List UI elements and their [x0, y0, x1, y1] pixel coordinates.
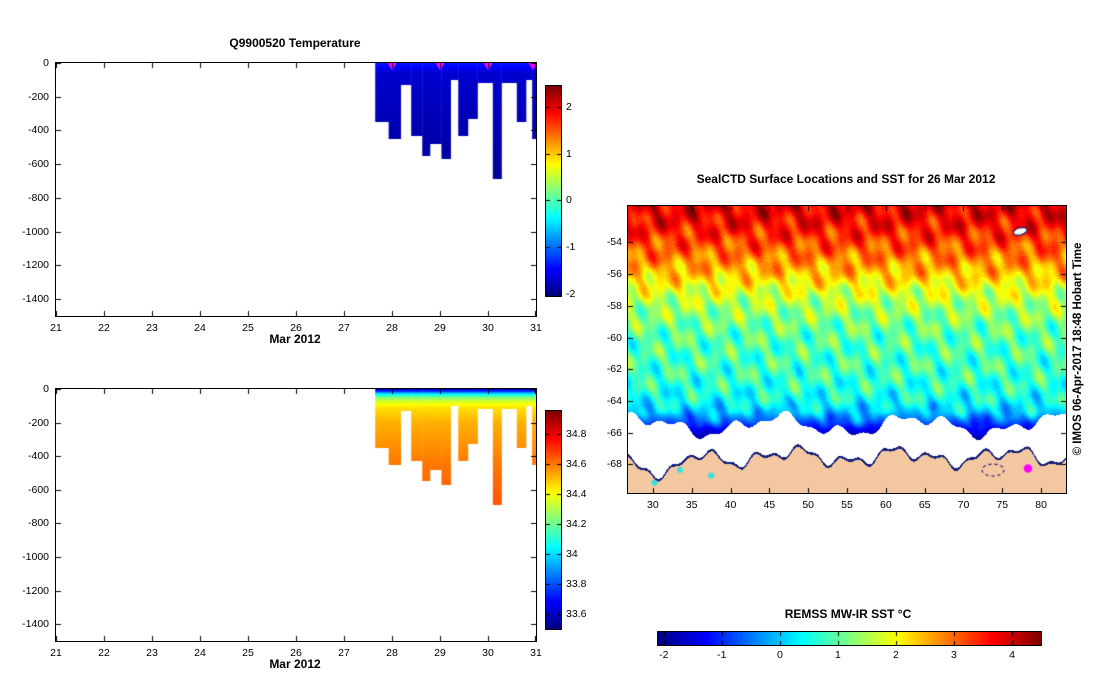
salinity-colorbar-tick-label: 34.6	[566, 457, 587, 470]
sst-colorbar-gradient	[658, 632, 1041, 645]
temperature-x-tick-label: 23	[146, 322, 158, 334]
salinity-x-tick-label: 29	[434, 647, 446, 659]
temperature-y-tick-label: -1200	[22, 259, 49, 272]
salinity-colorbar-gradient	[546, 411, 561, 629]
temperature-x-tick-label: 30	[482, 322, 494, 334]
salinity-heatmap-canvas	[56, 389, 536, 641]
sst-map-box	[627, 205, 1067, 494]
temperature-y-tick-label: -200	[27, 90, 49, 103]
salinity-y-tick-label: -600	[27, 483, 49, 496]
salinity-x-tick-label: 22	[98, 647, 110, 659]
temperature-x-tick-label: 28	[386, 322, 398, 334]
map-y-tick-label: -64	[606, 395, 622, 408]
sst-colorbar-tick-label: 2	[893, 649, 899, 661]
temperature-colorbar-gradient	[546, 86, 561, 296]
temperature-y-tick-label: 0	[43, 57, 49, 69]
map-x-tick-label: 75	[996, 499, 1009, 511]
temperature-x-tick-label: 25	[242, 322, 254, 334]
sst-colorbar-tick-label: 3	[951, 649, 957, 661]
salinity-colorbar-tick-label: 34.2	[566, 517, 587, 530]
map-y-tick-label: -62	[606, 363, 622, 376]
salinity-x-tick-label: 26	[290, 647, 302, 659]
salinity-x-tick-label: 21	[50, 647, 62, 659]
salinity-colorbar-tick-label: 34.8	[566, 427, 587, 440]
temperature-x-tick-label: 24	[194, 322, 206, 334]
sst-colorbar-tick-label: -2	[659, 649, 669, 661]
salinity-colorbar-tick-label: 34	[566, 547, 578, 560]
temperature-y-tick-label: -1400	[22, 293, 49, 306]
sst-map-title: SealCTD Surface Locations and SST for 26…	[696, 172, 996, 186]
temperature-colorbar-tick-label: -1	[566, 241, 576, 253]
temperature-x-tick-label: 22	[98, 322, 110, 334]
map-x-tick-label: 50	[802, 499, 814, 511]
sst-colorbar-tick-label: 0	[776, 649, 783, 661]
salinity-x-tick-label: 31	[530, 647, 542, 659]
salinity-colorbar	[545, 410, 562, 630]
map-y-tick-label: -54	[606, 236, 622, 249]
salinity-y-tick-label: -200	[27, 416, 49, 429]
sst-colorbar	[657, 631, 1042, 646]
salinity-y-tick-label: -400	[27, 450, 49, 463]
salinity-y-tick-label: -1200	[22, 584, 49, 597]
salinity-colorbar-tick-label: 34.4	[566, 487, 587, 500]
temperature-plot-box	[55, 62, 537, 317]
temperature-x-tick-label: 21	[50, 322, 62, 334]
map-x-tick-label: 55	[841, 499, 853, 511]
temperature-colorbar	[545, 85, 562, 297]
temperature-y-tick-label: -400	[27, 124, 49, 137]
salinity-x-tick-label: 28	[386, 647, 398, 659]
salinity-x-tick-label: 24	[194, 647, 206, 659]
salinity-x-tick-label: 27	[338, 647, 350, 659]
sst-colorbar-tick-label: -1	[717, 649, 727, 661]
salinity-y-tick-label: 0	[43, 383, 49, 395]
temperature-x-tick-label: 29	[434, 322, 446, 334]
temperature-plot-title: Q9900520 Temperature	[229, 36, 361, 50]
map-x-tick-label: 80	[1035, 499, 1047, 511]
temperature-colorbar-tick-label: 2	[566, 101, 572, 113]
temperature-x-tick-label: 31	[530, 322, 542, 334]
map-y-tick-label: -60	[606, 331, 622, 344]
salinity-y-tick-label: -1000	[22, 551, 49, 563]
temperature-x-tick-label: 26	[290, 322, 302, 334]
sst-map-canvas	[628, 206, 1066, 493]
map-x-tick-label: 70	[957, 499, 970, 511]
temperature-colorbar-tick-label: -2	[566, 287, 576, 300]
salinity-x-tick-label: 25	[242, 647, 254, 659]
map-x-tick-label: 45	[763, 499, 776, 511]
map-y-tick-label: -58	[606, 299, 622, 312]
temperature-heatmap-canvas	[56, 63, 536, 316]
map-y-tick-label: -56	[606, 268, 622, 281]
temperature-colorbar-tick-label: 0	[566, 194, 572, 207]
map-y-tick-label: -68	[606, 458, 622, 471]
temperature-y-tick-label: -600	[27, 158, 49, 171]
salinity-y-tick-label: -1400	[22, 618, 49, 631]
salinity-x-tick-label: 30	[482, 647, 494, 659]
temperature-xaxis-label: Mar 2012	[269, 332, 321, 346]
map-x-tick-label: 30	[647, 499, 659, 511]
map-x-tick-label: 40	[724, 499, 737, 511]
temperature-y-tick-label: -800	[27, 191, 49, 204]
salinity-y-tick-label: -800	[27, 517, 49, 530]
map-x-tick-label: 35	[685, 499, 698, 511]
temperature-y-tick-label: -1000	[22, 225, 49, 238]
salinity-colorbar-tick-label: 33.6	[566, 607, 587, 620]
map-x-tick-label: 65	[918, 499, 931, 511]
salinity-plot-box	[55, 388, 537, 642]
temperature-colorbar-tick-label: 1	[566, 147, 572, 160]
salinity-x-tick-label: 23	[146, 647, 158, 659]
sst-colorbar-label: REMSS MW-IR SST °C	[784, 607, 912, 621]
map-x-tick-label: 60	[879, 499, 892, 511]
sst-colorbar-tick-label: 4	[1009, 649, 1015, 661]
sst-colorbar-tick-label: 1	[834, 649, 841, 661]
salinity-colorbar-tick-label: 33.8	[566, 577, 587, 590]
temperature-x-tick-label: 27	[338, 322, 350, 334]
map-y-tick-label: -66	[606, 426, 622, 439]
imos-credit-text: © IMOS 06-Apr-2017 18:48 Hobart Time	[1072, 242, 1084, 456]
salinity-xaxis-label: Mar 2012	[269, 657, 321, 671]
